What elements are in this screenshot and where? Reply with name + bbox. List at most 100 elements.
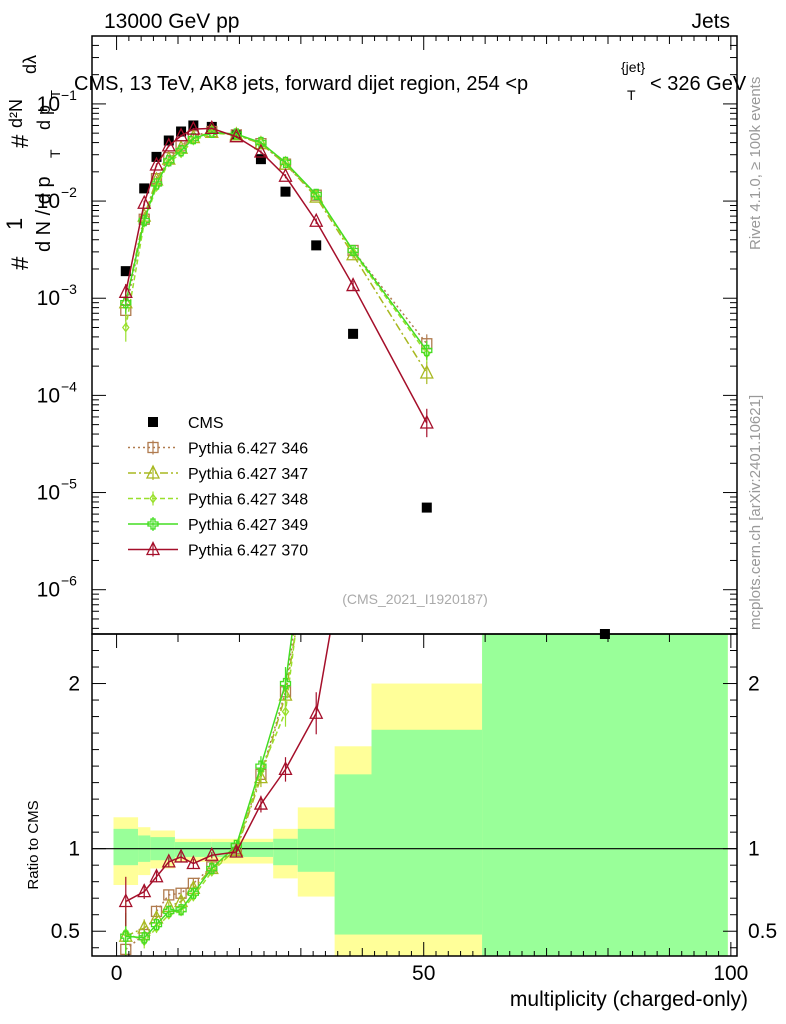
y-tick-label-3: 10 [37, 287, 60, 310]
point-5-12 [419, 414, 434, 429]
ratio-point-5-8 [253, 795, 268, 810]
point-3-0 [121, 322, 130, 333]
ratio-tick-label-left-1: 1 [68, 838, 80, 861]
point-5-8 [253, 143, 268, 158]
ratio-point-5-4 [174, 848, 189, 863]
series-ratio-5 [118, 495, 359, 927]
ratio-point-5-0 [118, 893, 133, 908]
point-4-9 [279, 156, 292, 169]
y-tick-label-2: 10 [37, 384, 60, 407]
ratio-tick-label-left-2: 2 [68, 673, 80, 696]
legend-label-3: Pythia 6.427 348 [188, 492, 308, 509]
ratio-point-4-5 [187, 887, 200, 899]
title-main: CMS, 13 TeV, AK8 jets, forward dijet reg… [74, 73, 528, 95]
ratio-point-2-10 [310, 495, 322, 507]
point-3-5 [189, 135, 198, 146]
legend-entry-5: Pythia 6.427 370 [128, 541, 308, 560]
green-band-5 [273, 838, 298, 866]
legend-marker-2 [145, 464, 161, 479]
y-label-dlambda: dλ [20, 55, 40, 74]
ratio-point-5-6 [204, 846, 219, 861]
green-band-3 [174, 842, 212, 857]
point-0-3 [163, 135, 174, 146]
point-4-10 [310, 188, 322, 201]
analysis-label: (CMS_2021_I1920187) [342, 591, 488, 607]
point-4-7 [230, 128, 243, 140]
y-label-frac-den: d p [34, 105, 54, 130]
y-label-hash: # [7, 256, 34, 270]
ratio-point-4-4 [175, 904, 187, 916]
legend-entry-4: Pythia 6.427 349 [128, 517, 308, 534]
point-4-0 [120, 297, 132, 309]
legend-label-2: Pythia 6.427 347 [188, 466, 308, 483]
mcplots-label: mcplots.cern.ch [arXiv:2401.10621] [747, 395, 764, 630]
ratio-point-1-10 [311, 464, 321, 474]
point-5-6 [204, 119, 219, 135]
y-tick-exp-3: −3 [61, 281, 77, 297]
ratio-point-4-3 [163, 905, 175, 918]
ratio-panel-series [118, 464, 359, 956]
title-tail: < 326 GeV [650, 73, 747, 95]
ratio-point-5-7 [229, 843, 244, 858]
legend-marker-5 [145, 541, 161, 556]
y-tick-exp-1: −5 [61, 476, 77, 492]
chart-title: CMS, 13 TeV, AK8 jets, forward dijet reg… [74, 59, 747, 103]
legend-entry-3: Pythia 6.427 348 [128, 491, 308, 509]
legend-entry-2: Pythia 6.427 347 [128, 464, 308, 483]
point-5-11 [346, 277, 361, 292]
point-5-0 [118, 283, 133, 298]
point-4-3 [163, 155, 175, 167]
header-left: 13000 GeV pp [104, 10, 239, 33]
ratio-point-4-2 [150, 918, 163, 931]
point-4-4 [175, 145, 187, 157]
ratio-point-5-11 [347, 495, 359, 507]
y-label-frac-num: d²N [6, 99, 26, 128]
green-band-6 [297, 828, 335, 872]
point-0-0 [120, 266, 131, 277]
ratio-point-5-1 [137, 883, 152, 898]
ratio-tick-label-right-2: 2 [748, 673, 760, 696]
legend-entry-1: Pythia 6.427 346 [128, 440, 308, 458]
ratio-point-3-10 [313, 465, 319, 473]
point-5-9 [278, 167, 293, 182]
legend: CMS Pythia 6.427 346 Pythia 6.427 347 Pythi… [128, 415, 308, 560]
y-label-den: d N / d p [33, 176, 55, 252]
series-main-4 [120, 126, 433, 360]
point-5-2 [149, 156, 164, 171]
point-5-3 [161, 137, 176, 152]
header-right: Jets [691, 10, 730, 33]
series-ratio-4 [120, 634, 293, 956]
rivet-version-label: Rivet 4.1.0, ≥ 100k events [747, 77, 764, 250]
ratio-point-4-9 [279, 677, 292, 690]
point-2-12 [419, 364, 434, 379]
point-4-12 [421, 344, 433, 357]
y-tick-exp-0: −6 [61, 573, 77, 589]
point-4-5 [187, 132, 200, 145]
legend-label-0: CMS [188, 415, 224, 432]
green-band-9 [482, 634, 728, 956]
title-sup: {jet} [621, 59, 645, 75]
legend-marker-3 [149, 493, 157, 504]
ratio-tick-label-left-0: 0.5 [51, 920, 80, 943]
point-0-4 [176, 126, 187, 137]
point-5-1 [137, 194, 152, 209]
point-0-9 [280, 186, 291, 197]
point-0-10 [311, 240, 322, 251]
green-band-7 [334, 774, 372, 935]
ratio-point-3-9 [281, 706, 290, 717]
ratio-frame [91, 633, 738, 957]
ratio-point-4-1 [138, 932, 150, 944]
ratio-point-5-2 [149, 868, 164, 883]
legend-label-4: Pythia 6.427 349 [188, 517, 308, 534]
y-label-frac-sub: T [48, 90, 63, 98]
y-label-hash2: # [7, 134, 34, 148]
ratio-point-4-8 [255, 760, 267, 772]
ratio-point-5-5 [186, 855, 201, 870]
green-band-8 [371, 729, 483, 935]
y-label-den-sub: T [47, 149, 63, 158]
point-4-11 [347, 244, 359, 257]
point-0-12 [421, 502, 432, 513]
point-0-5 [188, 120, 199, 131]
